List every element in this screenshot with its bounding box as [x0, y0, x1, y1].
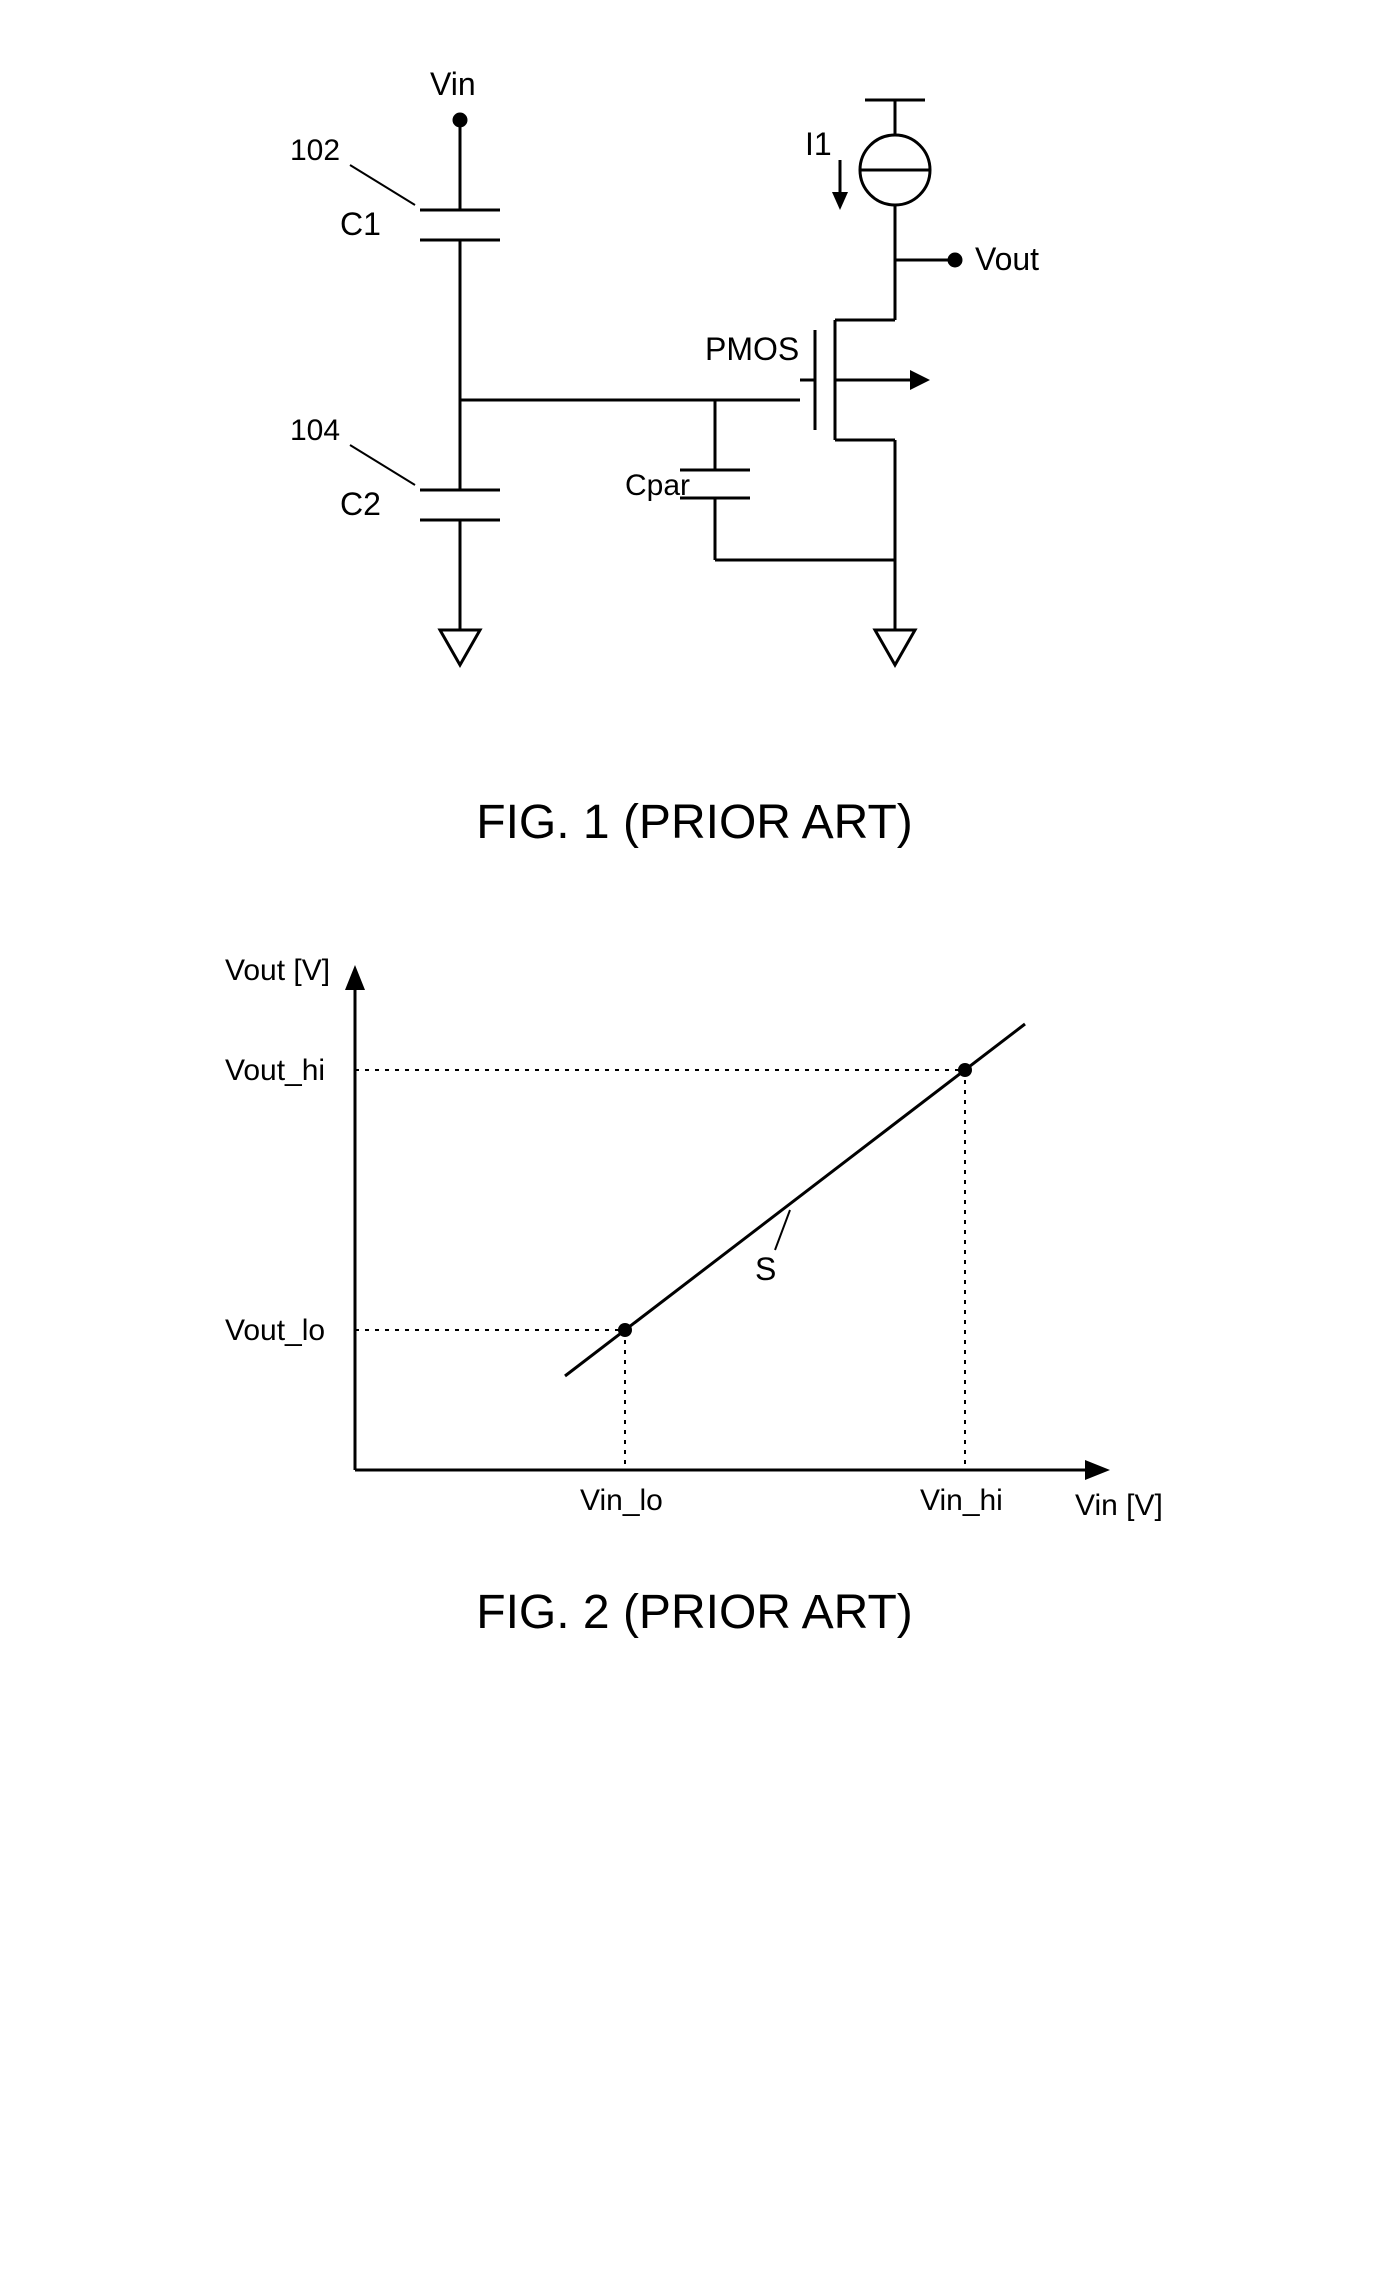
pmos-bulk-arrow [910, 370, 930, 390]
c1-label: C1 [340, 206, 381, 242]
slope-label: S [755, 1251, 776, 1287]
fig2-caption: FIG. 2 (PRIOR ART) [195, 1585, 1195, 1640]
vout-label: Vout [975, 241, 1039, 277]
ytick-lo: Vout_lo [225, 1314, 325, 1347]
i1-arrow-head [832, 192, 848, 210]
gnd-left-icon [440, 630, 480, 665]
ref-104: 104 [290, 414, 340, 447]
gnd-right-icon [875, 630, 915, 665]
xtick-lo: Vin_lo [580, 1484, 663, 1517]
vin-label: Vin [430, 66, 476, 102]
xtick-hi: Vin_hi [920, 1484, 1003, 1517]
x-axis-label: Vin [V] [1075, 1489, 1163, 1522]
y-axis-label: Vout [V] [225, 954, 330, 987]
vout-node [949, 254, 961, 266]
slope-line [565, 1024, 1025, 1376]
ref-104-leader [350, 445, 415, 485]
ref-102: 102 [290, 134, 340, 167]
ref-102-leader [350, 165, 415, 205]
ytick-hi: Vout_hi [225, 1054, 325, 1087]
figure-2: Vout [V] Vin [V] Vout_hi Vout_lo Vin_lo … [195, 910, 1195, 1640]
c2-label: C2 [340, 486, 381, 522]
x-axis-arrow [1085, 1460, 1110, 1480]
chart-svg: Vout [V] Vin [V] Vout_hi Vout_lo Vin_lo … [195, 910, 1195, 1550]
figure-1: Vin C1 102 C2 104 I1 [195, 40, 1195, 850]
pmos-label: PMOS [705, 331, 799, 367]
y-axis-arrow [345, 965, 365, 990]
slope-leader [775, 1210, 790, 1250]
cpar-label: Cpar [625, 469, 690, 502]
fig1-caption: FIG. 1 (PRIOR ART) [195, 795, 1195, 850]
circuit-svg: Vin C1 102 C2 104 I1 [195, 40, 1195, 760]
i1-label: I1 [805, 126, 832, 162]
